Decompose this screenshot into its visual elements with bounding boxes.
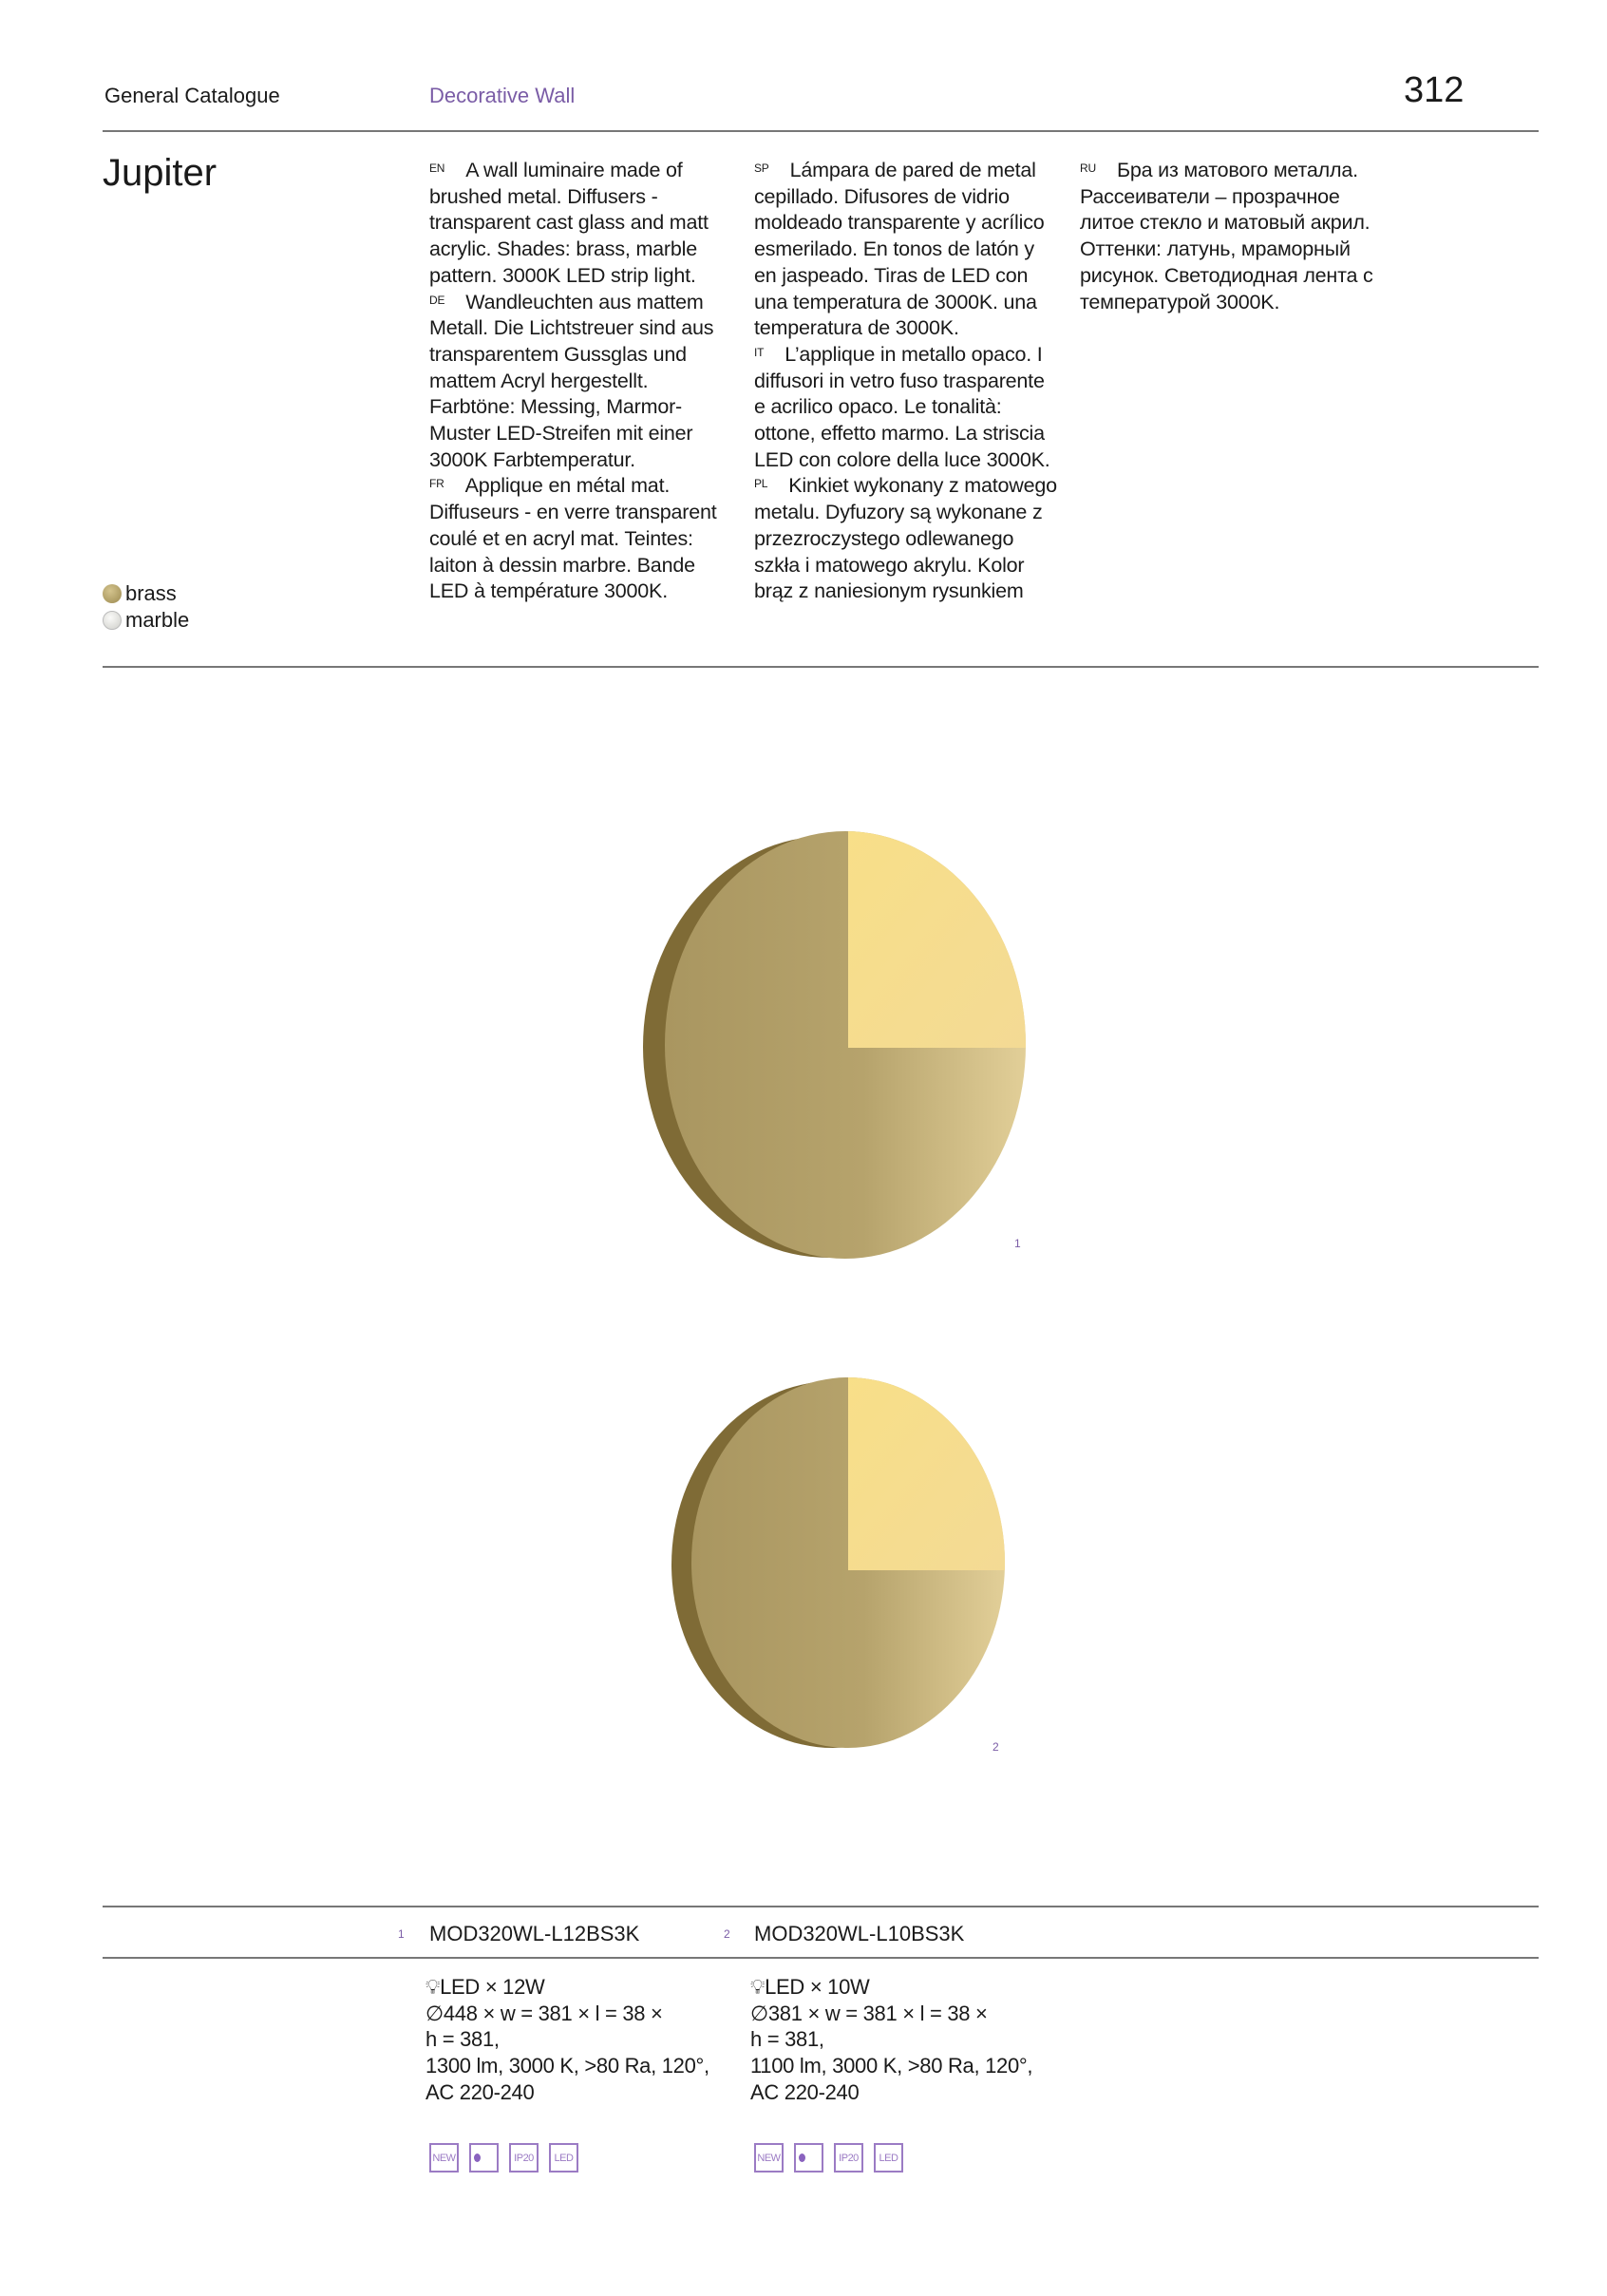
product-title: Jupiter [103,152,217,194]
model-badges-1: NEW IP20 LED [429,2143,578,2173]
description-column-2: SP Lámpara de pared de metal cepillado. D… [754,158,1058,604]
model-code-2: MOD320WL-L10BS3K [754,1922,965,1945]
lamp-image-2 [671,1377,1005,1748]
description-fr: FR Applique en métal mat. Diffuseurs - en… [429,474,717,603]
image-label-2: 2 [993,1740,999,1754]
description-column-1: EN A wall luminaire made of brushed metal… [429,158,733,605]
divider [103,666,1539,668]
mounting-badge-icon [469,2143,499,2173]
ip20-badge: IP20 [509,2143,539,2173]
divider [103,130,1539,132]
lamp-image-1 [643,831,1026,1259]
new-badge: NEW [754,2143,784,2173]
description-ru: RU Бра из матового металла. Рассеиватели … [1080,159,1373,313]
description-column-3: RU Бра из матового металла. Рассеиватели … [1080,158,1384,315]
bulb-icon: 💡︎ [425,1975,441,1999]
model-spec-2: 💡︎LED × 10W ∅381 × w = 381 × l = 38 × h =… [750,1975,1033,2104]
marble-swatch-icon [103,611,122,630]
model-index-2: 2 [724,1927,730,1941]
description-en: EN A wall luminaire made of brushed metal… [429,159,709,287]
description-it: IT L’applique in metallo opaco. I diffuso… [754,342,1050,471]
image-label-1: 1 [1014,1237,1021,1250]
description-pl: PL Kinkiet wykonany z matowego metalu. Dy… [754,474,1057,603]
new-badge: NEW [429,2143,459,2173]
finish-brass: brass [103,581,177,606]
brass-swatch-icon [103,584,122,603]
model-spec-1: 💡︎LED × 12W ∅448 × w = 381 × l = 38 × h =… [425,1975,709,2104]
model-badges-2: NEW IP20 LED [754,2143,903,2173]
divider [103,1957,1539,1959]
led-badge: LED [549,2143,578,2173]
finish-marble: marble [103,608,189,633]
model-index-1: 1 [398,1927,405,1941]
catalogue-title: General Catalogue [104,84,280,107]
model-code-1: MOD320WL-L12BS3K [429,1922,640,1945]
led-badge: LED [874,2143,903,2173]
page-number: 312 [1404,70,1465,110]
divider [103,1906,1539,1907]
description-de: DE Wandleuchten aus mattem Metall. Die Li… [429,290,714,471]
description-sp: SP Lámpara de pared de metal cepillado. D… [754,159,1045,340]
section-title: Decorative Wall [429,84,576,107]
finish-label: brass [125,581,177,605]
mounting-badge-icon [794,2143,823,2173]
bulb-icon: 💡︎ [750,1975,766,1999]
ip20-badge: IP20 [834,2143,863,2173]
finish-label: marble [125,608,190,632]
